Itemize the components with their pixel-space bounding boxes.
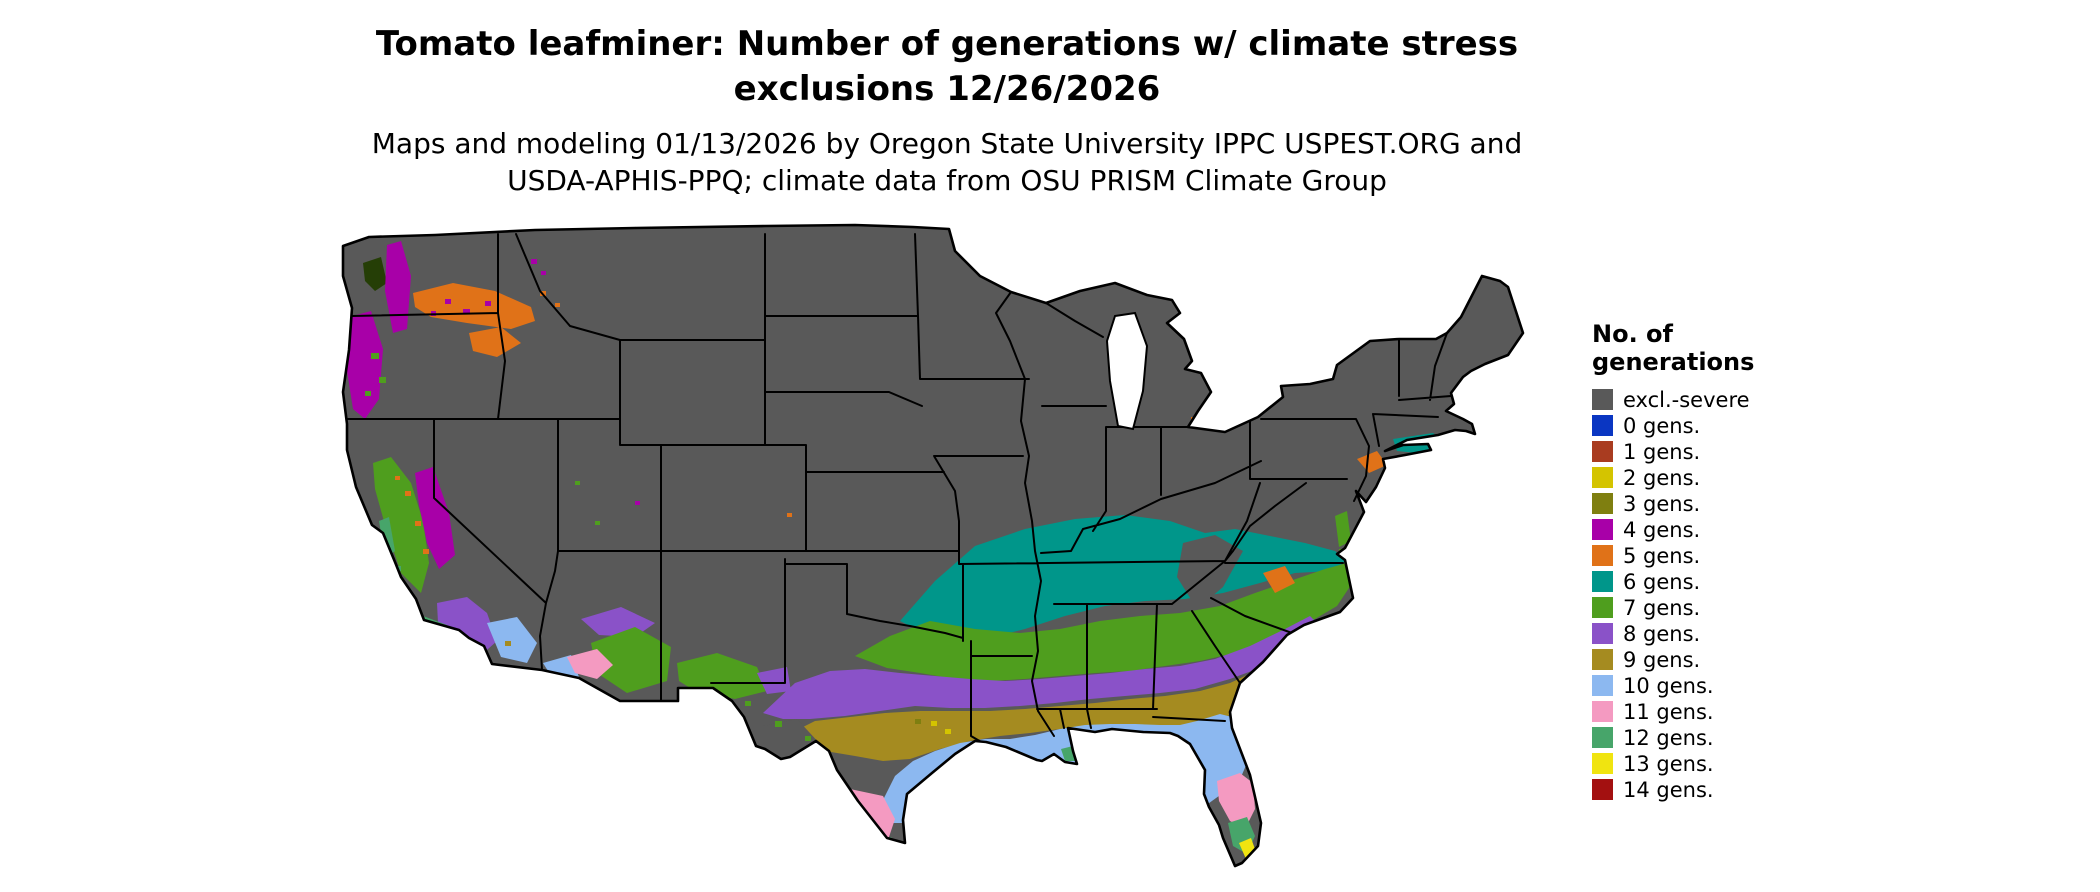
legend-swatch-1-gens bbox=[1592, 441, 1613, 463]
legend-item-11-gens: 11 gens. bbox=[1592, 699, 1812, 725]
legend-swatch-3-gens bbox=[1592, 493, 1613, 515]
legend-label: 0 gens. bbox=[1623, 413, 1701, 438]
legend-label: 6 gens. bbox=[1623, 569, 1701, 594]
zone-central-fl-11gens bbox=[1217, 773, 1255, 829]
legend-label: 9 gens. bbox=[1623, 647, 1701, 672]
map-legend: No. of generations excl.-severe 0 gens. … bbox=[1592, 320, 1812, 803]
legend-item-excl-severe: excl.-severe bbox=[1592, 387, 1812, 413]
legend-item-13-gens: 13 gens. bbox=[1592, 751, 1812, 777]
legend-swatch-5-gens bbox=[1592, 545, 1613, 567]
legend-item-5-gens: 5 gens. bbox=[1592, 543, 1812, 569]
legend-label: 12 gens. bbox=[1623, 725, 1714, 750]
legend-label: 11 gens. bbox=[1623, 699, 1714, 724]
zone-se-nm-8gens bbox=[757, 667, 791, 694]
map-title-line1: Tomato leafminer: Number of generations … bbox=[375, 24, 1519, 64]
legend-item-4-gens: 4 gens. bbox=[1592, 517, 1812, 543]
legend-item-9-gens: 9 gens. bbox=[1592, 647, 1812, 673]
zone-ca-coast-12gens-a bbox=[379, 517, 395, 559]
speckle-9gens bbox=[505, 641, 511, 646]
legend-swatch-12-gens bbox=[1592, 727, 1613, 749]
legend-item-12-gens: 12 gens. bbox=[1592, 725, 1812, 751]
legend-swatch-8-gens bbox=[1592, 623, 1613, 645]
legend-item-0-gens: 0 gens. bbox=[1592, 413, 1812, 439]
zone-7gens-band bbox=[855, 563, 1357, 681]
zone-8gens-band bbox=[763, 616, 1323, 719]
speckle-2gens bbox=[931, 721, 951, 734]
legend-swatch-11-gens bbox=[1592, 701, 1613, 723]
legend-label: 2 gens. bbox=[1623, 465, 1701, 490]
legend-label: 7 gens. bbox=[1623, 595, 1701, 620]
zone-or-coast-4gens bbox=[347, 311, 383, 419]
legend-label: 1 gens. bbox=[1623, 439, 1701, 464]
legend-label: 8 gens. bbox=[1623, 621, 1701, 646]
zone-sierra-4gens bbox=[415, 467, 455, 569]
zone-s-texas-11gens bbox=[805, 789, 895, 853]
legend-label: 3 gens. bbox=[1623, 491, 1701, 516]
legend-item-10-gens: 10 gens. bbox=[1592, 673, 1812, 699]
legend-swatch-7-gens bbox=[1592, 597, 1613, 619]
legend-list: excl.-severe 0 gens. 1 gens. 2 gens. 3 g… bbox=[1592, 387, 1812, 803]
legend-label: 13 gens. bbox=[1623, 751, 1714, 776]
legend-item-3-gens: 3 gens. bbox=[1592, 491, 1812, 517]
legend-item-8-gens: 8 gens. bbox=[1592, 621, 1812, 647]
zone-wnc-5gens bbox=[1263, 566, 1295, 593]
speckle-3gens bbox=[915, 719, 921, 724]
legend-title-line1: No. of bbox=[1592, 320, 1673, 348]
legend-swatch-9-gens bbox=[1592, 649, 1613, 671]
speckle-6gens bbox=[1083, 517, 1114, 527]
legend-title: No. of generations bbox=[1592, 320, 1812, 377]
zone-puget-dark bbox=[363, 257, 387, 291]
state-borders bbox=[343, 233, 1452, 744]
zone-ca-valley-7gens bbox=[373, 457, 429, 593]
legend-title-line2: generations bbox=[1592, 348, 1755, 377]
map-zones bbox=[343, 225, 1523, 877]
map-subtitle-line2: USDA-APHIS-PPQ; climate data from OSU PR… bbox=[507, 163, 1387, 197]
zone-se-az-7gens bbox=[591, 627, 671, 693]
state-borders-group bbox=[343, 233, 1452, 744]
legend-label: 10 gens. bbox=[1623, 673, 1714, 698]
zone-wa-cascades-4gens bbox=[385, 241, 411, 333]
figure-titles: Tomato leafminer: Number of generations … bbox=[0, 22, 1894, 200]
lake-michigan bbox=[1105, 311, 1149, 431]
legend-swatch-2-gens bbox=[1592, 467, 1613, 489]
zone-delmarva-7gens bbox=[1335, 511, 1351, 547]
legend-item-1-gens: 1 gens. bbox=[1592, 439, 1812, 465]
legend-label: 5 gens. bbox=[1623, 543, 1701, 568]
zone-fl-keys-14gens bbox=[1219, 867, 1249, 877]
us-map bbox=[341, 223, 1525, 877]
legend-item-14-gens: 14 gens. bbox=[1592, 777, 1812, 803]
legend-swatch-14-gens bbox=[1592, 779, 1613, 801]
legend-item-6-gens: 6 gens. bbox=[1592, 569, 1812, 595]
map-subtitle: Maps and modeling 01/13/2026 by Oregon S… bbox=[0, 126, 1894, 200]
legend-swatch-6-gens bbox=[1592, 571, 1613, 593]
legend-swatch-0-gens bbox=[1592, 415, 1613, 437]
legend-swatch-10-gens bbox=[1592, 675, 1613, 697]
zone-columbia-basin-5gens bbox=[413, 283, 535, 329]
us-outline bbox=[341, 223, 1525, 868]
legend-swatch-4-gens bbox=[1592, 519, 1613, 541]
zone-nj-coast-5gens bbox=[1357, 451, 1387, 473]
legend-item-2-gens: 2 gens. bbox=[1592, 465, 1812, 491]
legend-label: 4 gens. bbox=[1623, 517, 1701, 542]
us-map-container bbox=[335, 221, 1530, 886]
legend-swatch-13-gens bbox=[1592, 753, 1613, 775]
legend-item-7-gens: 7 gens. bbox=[1592, 595, 1812, 621]
zone-socal-desert-10gens bbox=[487, 617, 537, 663]
map-title-line2: exclusions 12/26/2026 bbox=[733, 68, 1161, 109]
legend-label: excl.-severe bbox=[1623, 387, 1750, 412]
map-subtitle-line1: Maps and modeling 01/13/2026 by Oregon S… bbox=[371, 126, 1523, 160]
zone-phoenix-11gens bbox=[567, 649, 613, 679]
legend-label: 14 gens. bbox=[1623, 777, 1714, 802]
legend-swatch-excl-severe bbox=[1592, 389, 1613, 411]
zone-ne-oregon-5gens bbox=[469, 327, 521, 357]
